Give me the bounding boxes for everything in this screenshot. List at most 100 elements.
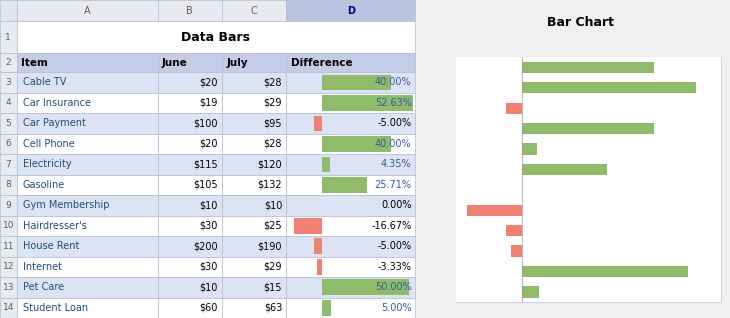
Bar [522,164,607,175]
Text: 50.00%: 50.00% [375,282,412,292]
Bar [323,300,331,315]
Bar [0,277,17,298]
Text: $200: $200 [193,241,218,251]
Text: $28: $28 [264,139,283,149]
Text: $20: $20 [199,77,218,87]
Text: $10: $10 [199,200,218,210]
Text: 14: 14 [3,303,14,312]
Text: Cell Phone: Cell Phone [23,139,74,149]
Bar [286,277,415,298]
Text: 52.63%: 52.63% [374,98,412,108]
Bar [222,298,286,318]
Bar [0,154,17,175]
Bar [286,134,415,154]
Bar [323,156,330,172]
Bar [456,57,721,302]
Text: 2: 2 [6,58,11,67]
Text: Car Insurance: Car Insurance [23,98,91,108]
Text: Student Loan: Student Loan [23,303,88,313]
Text: $20: $20 [199,139,218,149]
Bar [17,236,158,257]
Bar [17,134,158,154]
Bar [17,175,158,195]
Bar [286,257,415,277]
Bar [222,175,286,195]
Bar [17,53,158,72]
Text: $29: $29 [264,262,283,272]
Text: House Rent: House Rent [23,241,79,251]
Bar [158,236,222,257]
Bar [222,53,286,72]
Bar [158,175,222,195]
Bar [222,134,286,154]
Text: $15: $15 [264,282,283,292]
Bar [222,113,286,134]
Bar [323,136,391,152]
Bar [158,298,222,318]
Bar [222,236,286,257]
Bar [17,277,158,298]
Text: 10: 10 [2,221,14,230]
Bar [158,53,222,72]
Text: Bar Chart: Bar Chart [547,16,614,29]
Bar [158,113,222,134]
Bar [222,72,286,93]
Text: June: June [162,58,188,67]
Text: -5.00%: -5.00% [377,241,412,251]
Bar [222,257,286,277]
Bar [158,72,222,93]
Bar [522,82,696,93]
Bar [17,21,415,53]
Bar [158,277,222,298]
Bar [522,123,655,134]
Text: $28: $28 [264,77,283,87]
Bar [0,236,17,257]
Bar [323,177,366,193]
Bar [323,280,409,295]
Text: Internet: Internet [23,262,62,272]
Bar [522,266,688,277]
Bar [0,53,17,72]
Bar [0,113,17,134]
Bar [158,0,222,21]
Bar [222,154,286,175]
Bar [222,277,286,298]
Text: 4: 4 [6,98,11,107]
Text: 5: 5 [5,119,11,128]
Text: 9: 9 [5,201,11,210]
Bar [222,93,286,113]
Bar [323,74,391,90]
Text: 4.35%: 4.35% [381,159,412,169]
Bar [17,195,158,216]
Bar [286,175,415,195]
Bar [522,143,537,155]
Text: 13: 13 [2,283,14,292]
Text: 1: 1 [5,33,11,42]
Text: 40.00%: 40.00% [375,139,412,149]
Text: July: July [226,58,247,67]
Bar [286,113,415,134]
Text: $25: $25 [264,221,283,231]
Text: $30: $30 [199,262,218,272]
Text: $19: $19 [199,98,218,108]
Text: $29: $29 [264,98,283,108]
Text: 8: 8 [5,180,11,189]
Bar [17,154,158,175]
Bar [0,257,17,277]
Bar [286,154,415,175]
Text: $95: $95 [264,118,283,128]
Bar [222,0,286,21]
Bar [17,72,158,93]
Bar [286,216,415,236]
Text: B: B [186,6,193,16]
Text: A: A [84,6,91,16]
Text: 3: 3 [5,78,11,87]
Bar [314,115,323,131]
Bar [0,216,17,236]
Bar [506,225,522,236]
Text: Gasoline: Gasoline [23,180,65,190]
Text: 11: 11 [2,242,14,251]
Text: Hairdresser's: Hairdresser's [23,221,87,231]
Text: 25.71%: 25.71% [374,180,412,190]
Bar [467,205,522,216]
